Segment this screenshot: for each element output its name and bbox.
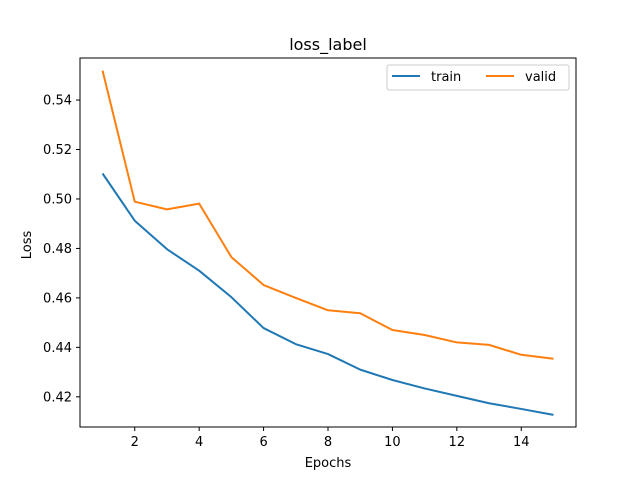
y-axis-label: Loss [20, 231, 35, 260]
x-tick-label: 12 [449, 435, 466, 450]
x-tick-label: 2 [131, 435, 139, 450]
legend-box [386, 64, 570, 91]
x-tick-label: 6 [259, 435, 267, 450]
x-tick-label: 10 [384, 435, 401, 450]
y-tick-label: 0.46 [43, 291, 72, 306]
series-layer [101, 70, 554, 416]
x-tick-label: 14 [513, 435, 530, 450]
y-axis-ticks: 0.42 0.44 0.46 0.48 0.50 0.52 0.54 [43, 94, 80, 405]
legend: train valid [386, 64, 570, 91]
chart-title: loss_label [289, 35, 367, 55]
valid-series-line [101, 70, 554, 360]
y-tick-label: 0.48 [43, 242, 72, 257]
x-axis-label: Epochs [305, 456, 352, 471]
y-tick-label: 0.44 [43, 341, 72, 356]
y-tick-label: 0.42 [43, 390, 72, 405]
y-tick-label: 0.52 [43, 143, 72, 158]
legend-train-label: train [431, 70, 461, 85]
y-tick-label: 0.54 [43, 94, 72, 109]
y-tick-label: 0.50 [43, 192, 72, 207]
plot-frame [79, 57, 577, 428]
train-series-line [101, 172, 554, 416]
x-tick-label: 4 [195, 435, 203, 450]
x-axis-ticks: 2 4 6 8 10 12 14 [131, 427, 530, 450]
x-tick-label: 8 [324, 435, 332, 450]
legend-valid-label: valid [525, 70, 556, 85]
